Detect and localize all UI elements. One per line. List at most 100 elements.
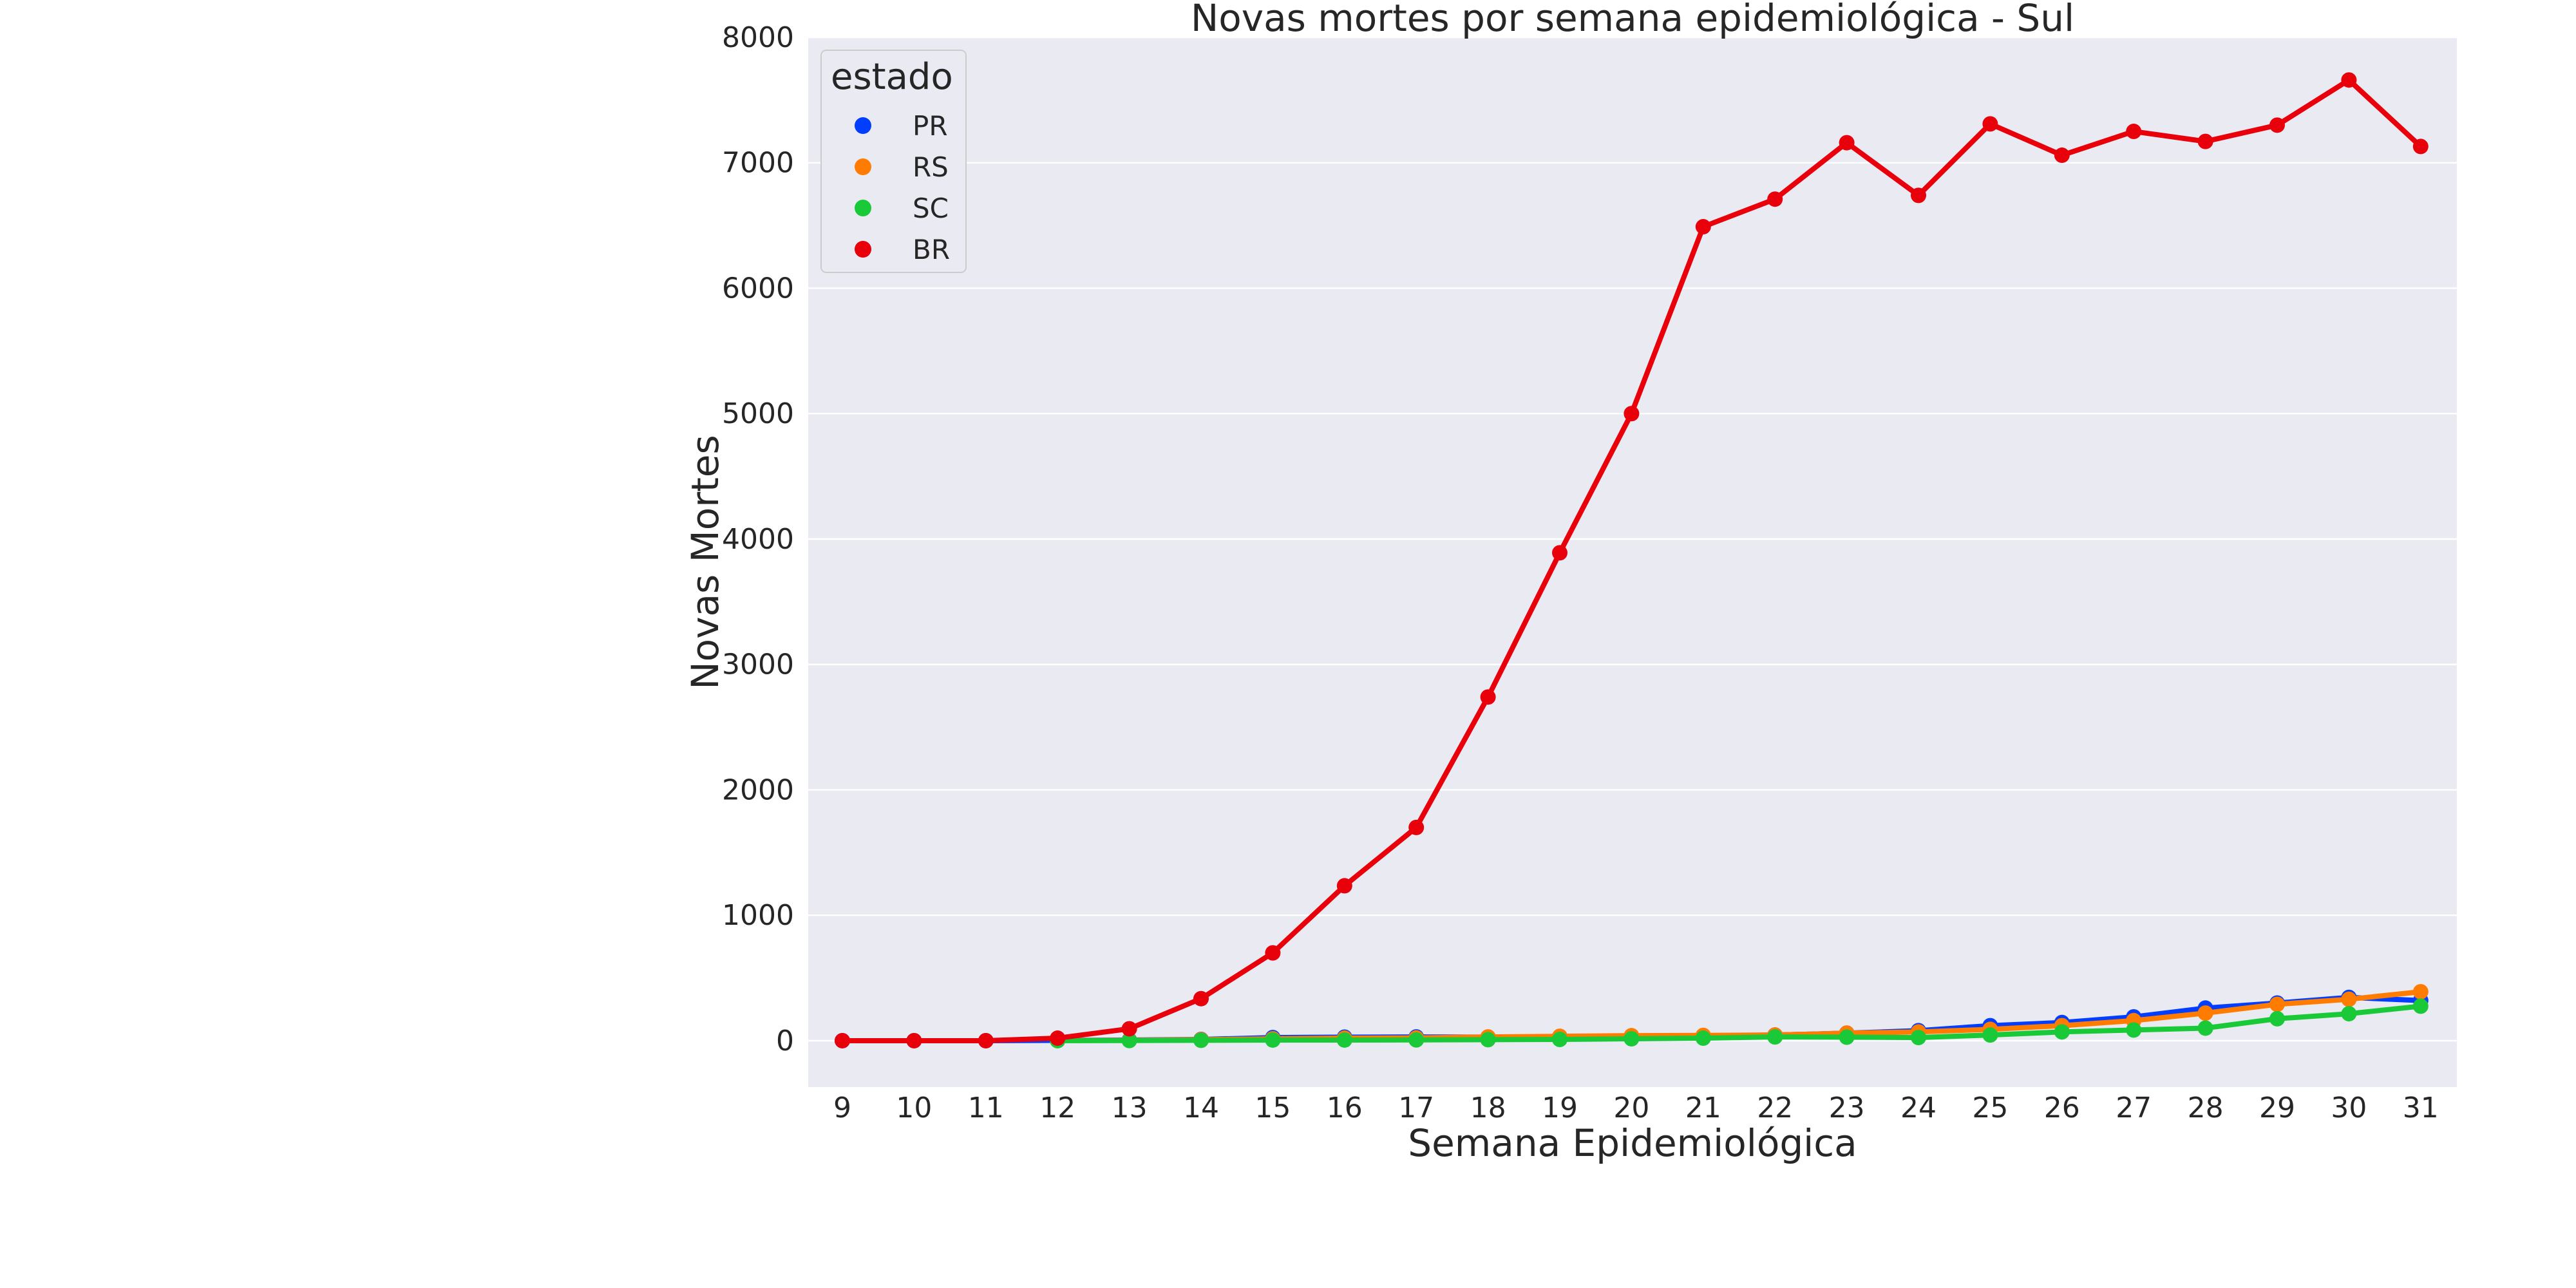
x-tick-label: 21 [1685,1092,1721,1124]
data-point [1336,878,1352,894]
chart-title: Novas mortes por semana epidemiológica -… [1191,0,2074,40]
x-tick-label: 10 [896,1092,932,1124]
data-point [1839,1029,1855,1045]
data-point [2197,1020,2213,1036]
x-tick-label: 27 [2116,1092,2152,1124]
x-tick-label: 29 [2259,1092,2295,1124]
data-point [1265,945,1281,961]
x-tick-label: 15 [1255,1092,1291,1124]
data-point [1193,990,1209,1007]
data-point [1265,1032,1281,1048]
data-point [2054,147,2070,164]
data-point [2126,1022,2142,1038]
x-tick-labels: 9 10 11 12 13 14 15 16 17 18 19 20 21 22 23 24 25 26 27 28 2… [833,1092,2439,1124]
data-point [2269,117,2285,133]
data-point [2412,983,2429,999]
data-point [1767,191,1783,207]
data-point [978,1032,994,1048]
data-point [1408,1032,1425,1048]
data-point [2269,996,2285,1012]
plot-background [808,37,2457,1087]
y-tick-label: 4000 [722,523,794,556]
data-point [1839,135,1855,151]
data-point [1911,187,1926,204]
legend-marker [855,158,871,175]
data-point [1121,1021,1137,1037]
x-tick-label: 18 [1470,1092,1506,1124]
x-tick-label: 31 [2403,1092,2439,1124]
x-tick-label: 28 [2188,1092,2224,1124]
x-tick-label: 11 [968,1092,1004,1124]
data-point [2054,1024,2070,1040]
legend-box [820,50,967,273]
data-point [906,1032,922,1048]
series-br [835,72,2429,1048]
data-point [2197,133,2213,149]
data-point [1911,1030,1926,1046]
data-point [1982,116,1998,132]
y-tick-label: 0 [776,1025,794,1057]
data-point [1408,819,1425,835]
data-point [2126,124,2142,140]
legend: estado PR RS SC BR [820,50,967,273]
legend-marker [855,241,871,258]
x-tick-label: 20 [1613,1092,1649,1124]
data-point [2341,72,2357,88]
x-tick-label: 16 [1327,1092,1363,1124]
legend-label: PR [913,110,948,142]
data-point [1624,406,1640,422]
y-tick-label: 3000 [722,649,794,681]
data-point [1480,1032,1496,1048]
data-point [2412,138,2429,155]
x-tick-label: 9 [833,1092,851,1124]
x-tick-label: 24 [1900,1092,1937,1124]
x-tick-label: 30 [2331,1092,2367,1124]
data-point [1695,219,1711,235]
x-tick-label: 17 [1398,1092,1434,1124]
data-point [1193,1032,1209,1048]
legend-marker [855,200,871,216]
x-tick-label: 22 [1757,1092,1793,1124]
data-point [2269,1010,2285,1027]
data-point [1480,689,1496,705]
legend-label: SC [913,193,949,224]
y-tick-label: 6000 [722,272,794,305]
data-point [2412,998,2429,1014]
data-point [835,1032,850,1048]
data-point [2197,1005,2213,1021]
legend-title: estado [831,56,953,98]
x-tick-label: 26 [2044,1092,2080,1124]
data-point [1982,1027,1998,1043]
x-tick-label: 23 [1829,1092,1865,1124]
data-point [2341,991,2357,1007]
data-point [1552,545,1567,561]
y-tick-label: 7000 [722,147,794,180]
x-tick-label: 14 [1183,1092,1219,1124]
x-axis-title: Semana Epidemiológica [1408,1121,1857,1165]
x-tick-label: 12 [1039,1092,1075,1124]
data-point [1695,1030,1711,1046]
legend-label: BR [913,234,950,265]
legend-marker [855,117,871,134]
data-point [1336,1032,1352,1048]
y-tick-label: 5000 [722,397,794,430]
y-tick-label: 1000 [722,899,794,932]
y-tick-label: 8000 [722,21,794,54]
x-tick-label: 13 [1112,1092,1148,1124]
x-tick-label: 19 [1542,1092,1578,1124]
legend-label: RS [913,151,949,183]
data-point [1121,1032,1137,1048]
data-point [1624,1031,1640,1047]
x-tick-label: 25 [1972,1092,2008,1124]
y-tick-labels: 0 1000 2000 3000 4000 5000 6000 7000 8000 [722,21,794,1057]
data-point [2341,1006,2357,1022]
y-tick-label: 2000 [722,773,794,806]
data-point [1767,1029,1783,1045]
legend-items: PR RS SC BR [855,110,950,265]
series-layer [835,72,2429,1048]
series-line [1057,1003,2421,1043]
data-point [1050,1030,1066,1046]
y-axis-title: Novas Mortes [683,435,727,689]
data-point [1552,1031,1567,1047]
